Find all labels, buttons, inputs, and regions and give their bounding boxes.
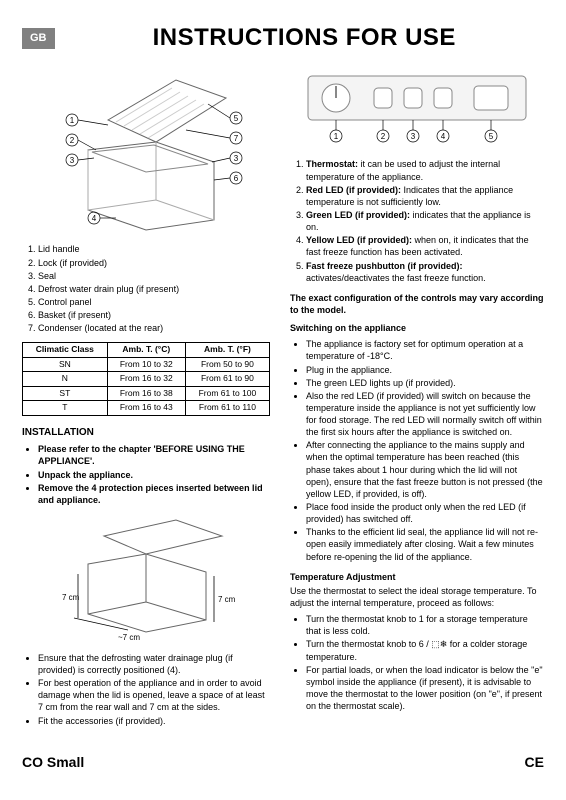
td: From 61 to 110: [185, 401, 269, 415]
callout-3: 3: [70, 156, 75, 165]
control-name: Yellow LED (if provided):: [306, 235, 412, 245]
list-item: The green LED lights up (if provided).: [306, 377, 544, 389]
list-item: For best operation of the appliance and …: [38, 677, 270, 713]
figure-control-panel: 1 2 3 4 5: [290, 70, 544, 150]
page-title: INSTRUCTIONS FOR USE: [65, 22, 545, 54]
install-list-bottom: Ensure that the defrosting water drainag…: [22, 652, 270, 727]
config-note: The exact configuration of the controls …: [290, 292, 544, 316]
callout-3b: 3: [234, 154, 239, 163]
temp-intro: Use the thermostat to select the ideal s…: [290, 585, 544, 609]
parts-list: Lid handle Lock (if provided) Seal Defro…: [22, 243, 270, 334]
control-desc: activates/deactivates the fast freeze fu…: [306, 273, 486, 283]
callout-4: 4: [92, 214, 97, 223]
td: From 61 to 100: [185, 386, 269, 400]
country-badge: GB: [22, 28, 55, 49]
list-item: Control panel: [38, 296, 270, 308]
list-item: For partial loads, or when the load indi…: [306, 664, 544, 713]
list-item: Yellow LED (if provided): when on, it in…: [306, 234, 544, 258]
ce-mark: CE: [525, 753, 544, 772]
switching-list: The appliance is factory set for optimum…: [290, 338, 544, 563]
list-item: Seal: [38, 270, 270, 282]
panel-label-2: 2: [381, 132, 386, 141]
list-item: Place food inside the product only when …: [306, 501, 544, 525]
dim-right: 7 cm: [218, 595, 236, 604]
td: From 16 to 43: [107, 401, 185, 415]
installation-title: INSTALLATION: [22, 426, 270, 440]
model-name: CO Small: [22, 753, 84, 772]
td: N: [23, 372, 108, 386]
td: From 61 to 90: [185, 372, 269, 386]
switching-title: Switching on the appliance: [290, 322, 544, 334]
control-name: Red LED (if provided):: [306, 185, 401, 195]
list-item: Thermostat: it can be used to adjust the…: [306, 158, 544, 182]
install-list-top: Please refer to the chapter 'BEFORE USIN…: [22, 443, 270, 506]
list-item: Green LED (if provided): indicates that …: [306, 209, 544, 233]
list-item: Thanks to the efficient lid seal, the ap…: [306, 526, 544, 562]
callout-6: 6: [234, 174, 239, 183]
left-column: 1 2 3 4 5 7 3 6: [22, 66, 270, 734]
th: Amb. T. (°F): [185, 343, 269, 357]
list-item: Red LED (if provided): Indicates that th…: [306, 184, 544, 208]
list-item: Defrost water drain plug (if present): [38, 283, 270, 295]
controls-list: Thermostat: it can be used to adjust the…: [290, 158, 544, 283]
callout-2: 2: [70, 136, 75, 145]
td: From 16 to 32: [107, 372, 185, 386]
list-item: Also the red LED (if provided) will swit…: [306, 390, 544, 439]
dim-front: 7 cm: [62, 593, 80, 602]
control-name: Thermostat:: [306, 159, 358, 169]
td: From 50 to 90: [185, 357, 269, 371]
list-item: Ensure that the defrosting water drainag…: [38, 652, 270, 676]
td: ST: [23, 386, 108, 400]
header: GB INSTRUCTIONS FOR USE: [22, 22, 544, 54]
list-item: Turn the thermostat knob to 6 / ⬚❄ for a…: [306, 638, 544, 662]
control-name: Fast freeze pushbutton (if provided):: [306, 261, 463, 271]
list-item: Unpack the appliance.: [38, 469, 270, 481]
list-item: Condenser (located at the rear): [38, 322, 270, 334]
dim-side: ~7 cm: [118, 633, 140, 642]
td: From 16 to 38: [107, 386, 185, 400]
right-column: 1 2 3 4 5 Thermostat: it can be used to …: [290, 66, 544, 734]
list-item: Please refer to the chapter 'BEFORE USIN…: [38, 443, 270, 467]
footer: CO Small CE: [22, 753, 544, 772]
panel-label-5: 5: [489, 132, 494, 141]
list-item: Lock (if provided): [38, 257, 270, 269]
list-item: Turn the thermostat knob to 1 for a stor…: [306, 613, 544, 637]
th: Amb. T. (°C): [107, 343, 185, 357]
list-item: Fast freeze pushbutton (if provided): ac…: [306, 260, 544, 284]
temp-list: Turn the thermostat knob to 1 for a stor…: [290, 613, 544, 712]
panel-label-3: 3: [411, 132, 416, 141]
callout-7: 7: [234, 134, 239, 143]
panel-label-1: 1: [334, 132, 339, 141]
td: From 10 to 32: [107, 357, 185, 371]
control-name: Green LED (if provided):: [306, 210, 410, 220]
list-item: Fit the accessories (if provided).: [38, 715, 270, 727]
callout-1: 1: [70, 116, 75, 125]
list-item: Basket (if present): [38, 309, 270, 321]
td: T: [23, 401, 108, 415]
list-item: After connecting the appliance to the ma…: [306, 439, 544, 500]
td: SN: [23, 357, 108, 371]
list-item: Plug in the appliance.: [306, 364, 544, 376]
figure-appliance: 1 2 3 4 5 7 3 6: [22, 70, 270, 235]
climatic-table: Climatic Class Amb. T. (°C) Amb. T. (°F)…: [22, 342, 270, 415]
list-item: Lid handle: [38, 243, 270, 255]
figure-spacing: 7 cm ~7 cm 7 cm: [22, 514, 270, 644]
th: Climatic Class: [23, 343, 108, 357]
list-item: Remove the 4 protection pieces inserted …: [38, 482, 270, 506]
temp-title: Temperature Adjustment: [290, 571, 544, 583]
callout-5: 5: [234, 114, 239, 123]
list-item: The appliance is factory set for optimum…: [306, 338, 544, 362]
panel-label-4: 4: [441, 132, 446, 141]
